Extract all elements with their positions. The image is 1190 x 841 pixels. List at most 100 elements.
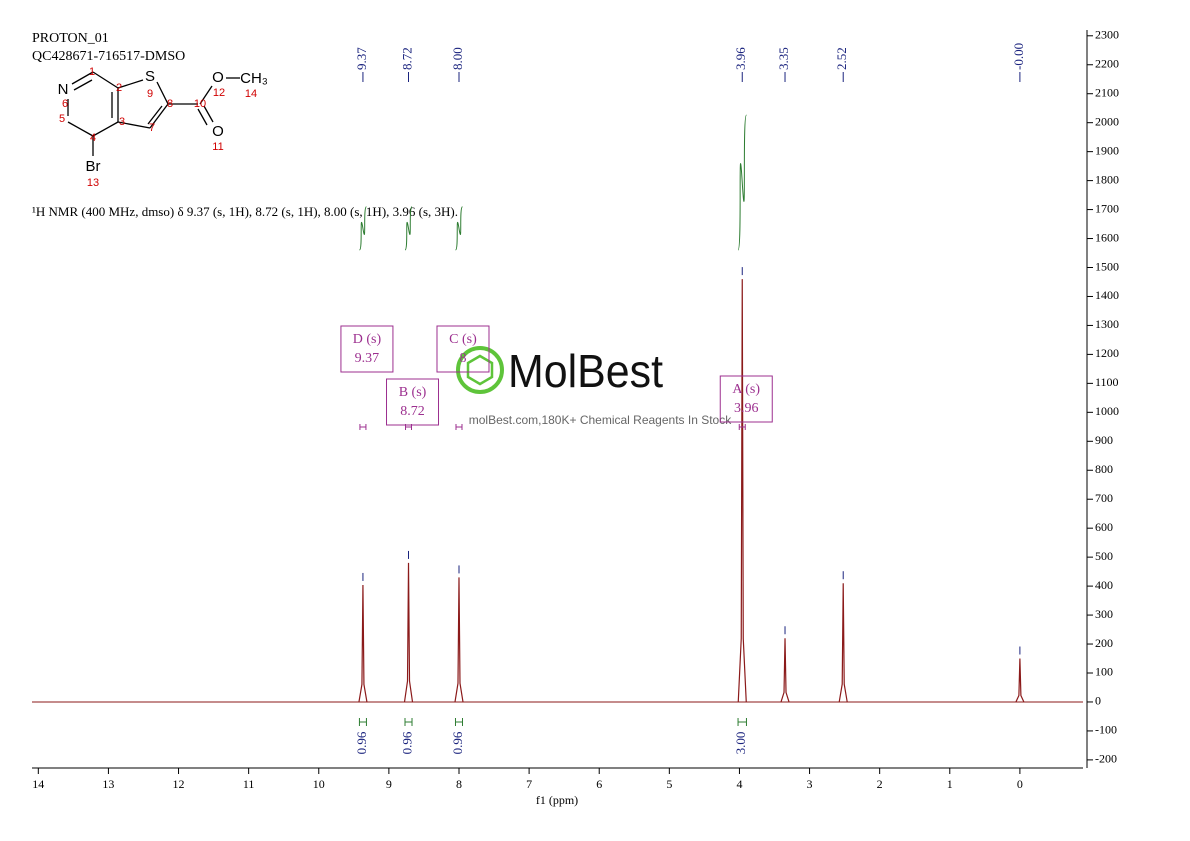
integral-label: 0.96 xyxy=(399,731,414,754)
peak xyxy=(454,577,464,703)
y-tick-label: 400 xyxy=(1095,578,1113,592)
y-tick-label: 500 xyxy=(1095,549,1113,563)
multiplet-shift: 3.96 xyxy=(734,401,759,416)
multiplet-range xyxy=(738,424,746,430)
atom-number: 13 xyxy=(87,177,99,189)
y-tick-label: 100 xyxy=(1095,665,1113,679)
y-tick-label: 1600 xyxy=(1095,230,1119,244)
peak-label: 8.72 xyxy=(399,47,414,70)
multiplet-label: D (s) xyxy=(353,332,382,347)
integral-label: 3.00 xyxy=(733,732,748,755)
description: ¹H NMR (400 MHz, dmso) δ 9.37 (s, 1H), 8… xyxy=(32,204,458,219)
atom-label: S xyxy=(145,68,155,85)
bond xyxy=(147,105,163,125)
y-tick-label: 1900 xyxy=(1095,143,1119,157)
y-tick-label: 600 xyxy=(1095,520,1113,534)
atom-number: 4 xyxy=(90,132,96,144)
integral-bracket xyxy=(358,718,367,726)
y-tick-label: 1100 xyxy=(1095,375,1119,389)
x-tick-label: 9 xyxy=(386,777,392,791)
peak xyxy=(838,583,848,703)
bond xyxy=(149,103,169,129)
bond xyxy=(197,108,208,126)
y-tick-label: 1800 xyxy=(1095,172,1119,186)
y-tick-label: 800 xyxy=(1095,462,1113,476)
atom-label: O xyxy=(212,123,224,140)
multiplet-label: B (s) xyxy=(399,385,427,400)
y-tick-label: 1300 xyxy=(1095,317,1119,331)
peak-label: 2.52 xyxy=(834,47,849,70)
atom-number: 14 xyxy=(245,88,257,100)
multiplet-range xyxy=(455,424,463,430)
y-tick-label: 1700 xyxy=(1095,201,1119,215)
y-tick-label: 700 xyxy=(1095,491,1113,505)
logo-circle xyxy=(456,346,504,394)
y-tick-label: 1400 xyxy=(1095,288,1119,302)
peak xyxy=(403,562,414,703)
multiplet-range xyxy=(405,424,413,430)
multiplet-box xyxy=(719,375,773,423)
y-tick-label: 1000 xyxy=(1095,404,1119,418)
y-tick-label: 1200 xyxy=(1095,346,1119,360)
peak-label: 3.96 xyxy=(733,47,748,70)
atom-number: 6 xyxy=(62,98,68,110)
x-tick-label: 12 xyxy=(173,777,185,791)
atom-number: 11 xyxy=(212,141,223,153)
x-tick-label: 6 xyxy=(596,777,602,791)
atom-number: 2 xyxy=(116,82,122,94)
atom-number: 12 xyxy=(213,87,225,99)
x-tick-label: 4 xyxy=(736,777,742,791)
peak-label: 8.00 xyxy=(450,47,465,70)
multiplet-box xyxy=(436,325,490,373)
y-tick-label: 200 xyxy=(1095,636,1113,650)
watermark-logo-icon xyxy=(456,346,504,394)
peak xyxy=(358,584,368,703)
bond xyxy=(156,81,169,105)
multiplet-label: C (s) xyxy=(449,332,477,347)
bond xyxy=(203,105,214,123)
integral-label: 0.96 xyxy=(354,731,369,754)
bond xyxy=(71,71,94,85)
integral-curve xyxy=(404,206,413,251)
peak xyxy=(737,279,747,702)
integral-curve xyxy=(454,206,463,251)
structure-bonds xyxy=(67,71,240,156)
peak-label: -0.00 xyxy=(1011,43,1026,70)
atom-number: 8 xyxy=(167,98,173,110)
atom-number: 7 xyxy=(149,122,155,134)
y-tick-label: 1500 xyxy=(1095,259,1119,273)
atom-number: 3 xyxy=(119,116,125,128)
peak-label: 9.37 xyxy=(354,47,369,70)
bond xyxy=(67,121,94,137)
atom-number: 5 xyxy=(59,113,65,125)
x-tick-label: 13 xyxy=(102,777,114,791)
y-tick-label: -100 xyxy=(1095,723,1117,737)
atom-label: CH₃ xyxy=(240,70,268,87)
x-tick-label: 5 xyxy=(666,777,672,791)
x-tick-label: 7 xyxy=(526,777,532,791)
x-tick-label: 2 xyxy=(877,777,883,791)
x-tick-label: 14 xyxy=(32,777,44,791)
x-tick-label: 1 xyxy=(947,777,953,791)
integral-curve xyxy=(737,114,747,251)
x-tick-label: 11 xyxy=(243,777,255,791)
atom-label: O xyxy=(212,69,224,86)
bond xyxy=(117,79,144,89)
y-tick-label: 0 xyxy=(1095,694,1101,708)
x-axis-label: f1 (ppm) xyxy=(536,793,578,807)
x-tick-label: 0 xyxy=(1017,777,1023,791)
multiplet-shift: 8.72 xyxy=(400,404,425,419)
integral-curve xyxy=(358,206,367,251)
peak xyxy=(1015,658,1025,703)
bond xyxy=(73,79,93,91)
atom-number: 1 xyxy=(89,66,95,78)
bond xyxy=(92,71,119,89)
y-tick-label: 2200 xyxy=(1095,57,1119,71)
y-tick-label: 2300 xyxy=(1095,28,1119,42)
integral-bracket xyxy=(737,718,747,726)
integral-bracket xyxy=(404,718,413,726)
header-line: PROTON_01 xyxy=(32,31,109,46)
multiplet-shift: 8 xyxy=(459,351,466,366)
